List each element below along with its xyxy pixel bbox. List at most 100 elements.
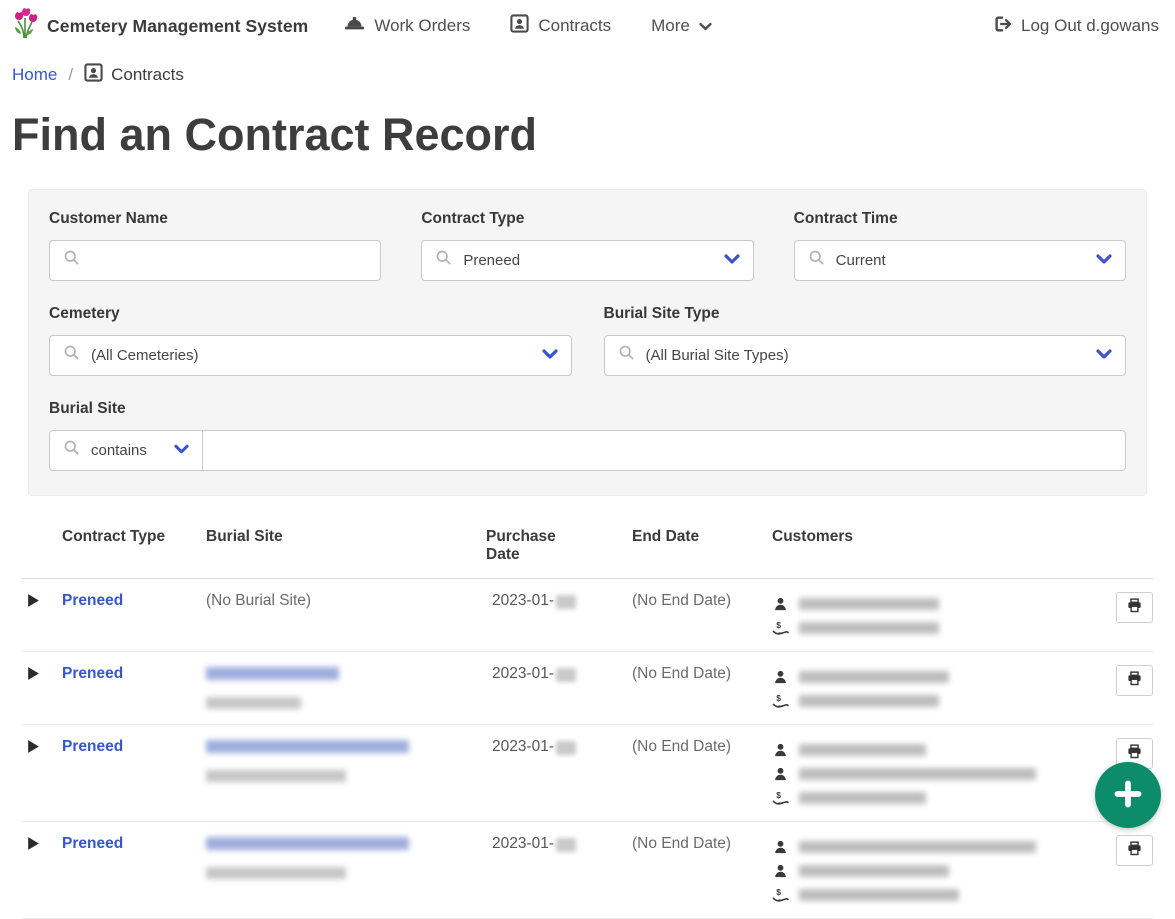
redacted-location — [206, 770, 346, 782]
customer-line — [772, 859, 1093, 883]
expand-row-icon[interactable] — [27, 739, 40, 758]
burial-site-input[interactable] — [216, 441, 1112, 460]
chevron-down-icon — [1096, 346, 1112, 364]
cemetery-value: (All Cemeteries) — [91, 347, 531, 364]
purchase-date-text: 2023-01- — [492, 592, 554, 609]
chevron-down-icon — [174, 441, 189, 459]
customer-name-input[interactable] — [91, 251, 367, 270]
contract-badge-icon — [84, 63, 103, 87]
cemetery-label: Cemetery — [49, 305, 572, 323]
print-button[interactable] — [1116, 835, 1153, 866]
redacted-customer-name — [799, 865, 949, 877]
redacted-burial-site — [206, 740, 409, 753]
breadcrumb-home-link[interactable]: Home — [12, 65, 57, 85]
contract-time-select[interactable]: Current — [794, 240, 1126, 281]
breadcrumb-separator: / — [68, 65, 73, 85]
redacted-customer-name — [799, 671, 949, 683]
customer-name-link[interactable] — [799, 741, 926, 759]
customer-name-field — [49, 240, 381, 281]
contract-badge-icon — [510, 14, 529, 38]
expand-row-icon[interactable] — [27, 666, 40, 685]
customer-name-link[interactable] — [799, 668, 949, 686]
redacted-day — [556, 838, 576, 852]
contract-type-link[interactable]: Preneed — [62, 835, 123, 852]
search-icon — [63, 344, 80, 366]
payor-icon: $ — [772, 887, 789, 903]
customer-name-link[interactable] — [799, 765, 1036, 783]
add-contract-button[interactable] — [1095, 762, 1161, 828]
logout-button[interactable]: Log Out d.gowans — [994, 15, 1159, 38]
burial-site-type-value: (All Burial Site Types) — [646, 347, 1086, 364]
svg-text:$: $ — [776, 887, 781, 897]
breadcrumb-current: Contracts — [111, 65, 184, 85]
burial-site-link[interactable] — [206, 738, 409, 755]
svg-text:$: $ — [776, 790, 781, 800]
purchase-date-cell: 2023-01- — [486, 738, 602, 756]
customer-name-link[interactable] — [799, 862, 949, 880]
payor-icon: $ — [772, 790, 789, 806]
customer-name-link[interactable] — [799, 838, 1036, 856]
search-icon — [435, 249, 452, 271]
customer-name-link[interactable] — [799, 619, 939, 637]
contract-time-label: Contract Time — [794, 210, 1126, 228]
filter-customer-name: Customer Name — [49, 210, 381, 281]
expand-row-icon[interactable] — [27, 836, 40, 855]
contract-type-select[interactable]: Preneed — [421, 240, 753, 281]
redacted-day — [556, 668, 576, 682]
redacted-customer-name — [799, 792, 926, 804]
expand-row-icon[interactable] — [27, 593, 40, 612]
burial-site-link[interactable] — [206, 835, 409, 852]
filter-contract-type: Contract Type Preneed — [421, 210, 753, 281]
person-icon — [772, 863, 789, 879]
customer-name-link[interactable] — [799, 886, 959, 904]
contract-time-value: Current — [836, 252, 1085, 269]
person-icon — [772, 596, 789, 612]
search-icon — [63, 439, 80, 461]
header-burial-site: Burial Site — [206, 528, 486, 546]
nav-more-label: More — [651, 16, 690, 36]
customer-line: $ — [772, 616, 1093, 640]
burial-site-link[interactable] — [206, 665, 339, 682]
person-icon — [772, 742, 789, 758]
top-navbar: Cemetery Management System Work Orders — [0, 0, 1175, 52]
person-icon — [772, 766, 789, 782]
customer-line: $ — [772, 689, 1093, 713]
chevron-down-icon — [699, 16, 712, 36]
cemetery-select[interactable]: (All Cemeteries) — [49, 335, 572, 376]
nav-contracts[interactable]: Contracts — [510, 14, 611, 38]
nav-work-orders-label: Work Orders — [374, 16, 470, 36]
header-end-date: End Date — [602, 528, 758, 546]
customer-line — [772, 665, 1093, 689]
burial-site-operator-value: contains — [91, 442, 163, 459]
redacted-customer-name — [799, 695, 939, 707]
customer-line: $ — [772, 786, 1093, 810]
customer-name-link[interactable] — [799, 595, 939, 613]
contract-type-link[interactable]: Preneed — [62, 665, 123, 682]
customer-name-link[interactable] — [799, 692, 939, 710]
print-button[interactable] — [1116, 665, 1153, 696]
header-customers: Customers — [758, 528, 1093, 546]
burial-site-operator-select[interactable]: contains — [49, 430, 203, 471]
redacted-location — [206, 697, 301, 709]
brand: Cemetery Management System — [12, 8, 308, 44]
redacted-customer-name — [799, 889, 959, 901]
burial-site-type-select[interactable]: (All Burial Site Types) — [604, 335, 1127, 376]
nav-more[interactable]: More — [651, 16, 712, 36]
nav-work-orders[interactable]: Work Orders — [344, 16, 470, 36]
chevron-down-icon — [542, 346, 558, 364]
table-header-row: Contract Type Burial Site Purchase Date … — [22, 520, 1153, 579]
burial-site-label: Burial Site — [49, 400, 1126, 418]
contract-type-link[interactable]: Preneed — [62, 738, 123, 755]
print-button[interactable] — [1116, 592, 1153, 623]
breadcrumb: Home / Contracts — [0, 52, 1175, 96]
payor-icon: $ — [772, 620, 789, 636]
chevron-down-icon — [1096, 251, 1112, 269]
contract-type-link[interactable]: Preneed — [62, 592, 123, 609]
filter-contract-time: Contract Time Current — [794, 210, 1126, 281]
burial-site-text: (No Burial Site) — [206, 592, 311, 609]
customer-name-link[interactable] — [799, 789, 926, 807]
purchase-date-cell: 2023-01- — [486, 592, 602, 610]
plus-icon — [1113, 779, 1143, 812]
